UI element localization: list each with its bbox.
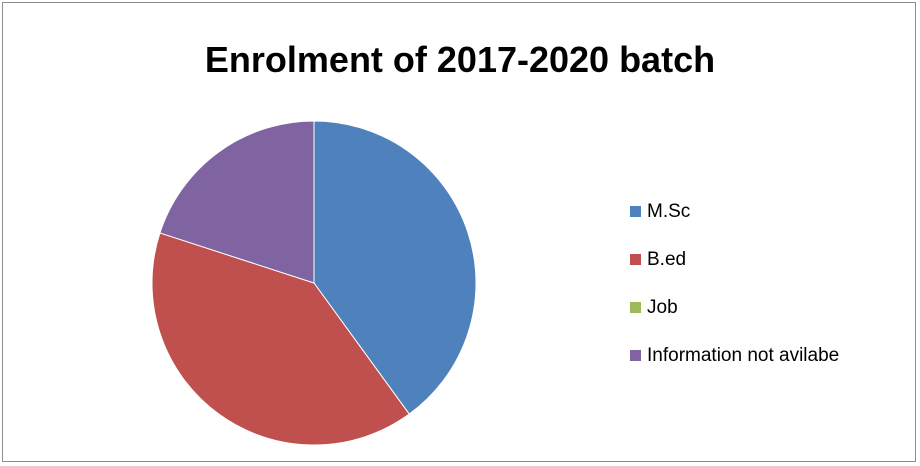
pie-slice-m-sc [313,120,477,415]
pie-slice-b-ed [151,232,410,446]
legend-label: B.ed [647,249,687,270]
legend-swatch [630,350,641,361]
legend-label: Information not avilabe [647,345,840,366]
pie-slice-information-not-avilabe [159,120,315,284]
legend-swatch [630,254,641,265]
legend-label: M.Sc [647,201,691,222]
legend-label: Job [647,297,678,318]
legend-swatch [630,206,641,217]
legend-swatch [630,302,641,313]
pie-chart [151,120,477,446]
chart-title: Enrolment of 2017-2020 batch [204,39,716,80]
